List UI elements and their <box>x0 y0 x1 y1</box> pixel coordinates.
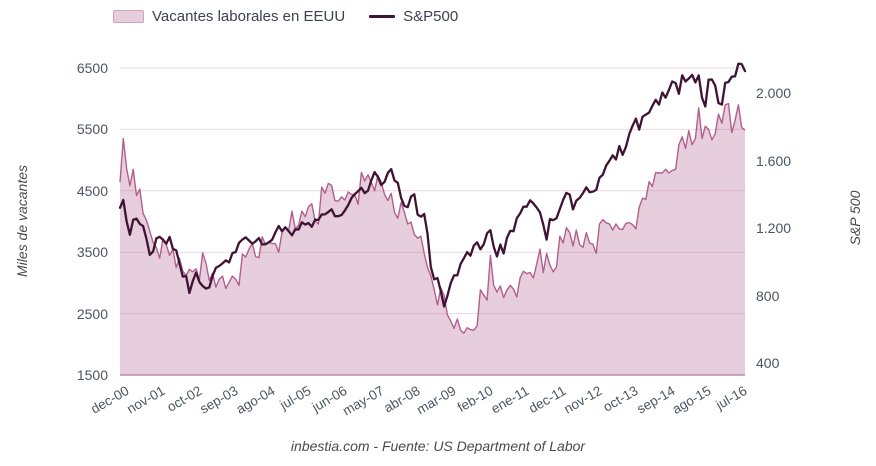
y-axis-right-tick-label: 2.000 <box>756 85 792 101</box>
legend-item-sp500: S&P500 <box>369 8 458 25</box>
legend: Vacantes laborales en EEUU S&P500 <box>113 8 458 25</box>
y-axis-left-tick-label: 1500 <box>76 367 108 383</box>
legend-label-vacancies: Vacantes laborales en EEUU <box>152 8 346 25</box>
y-axis-right-tick-label: 1.600 <box>756 153 792 169</box>
vacancies-swatch-icon <box>113 10 144 23</box>
y-axis-left-tick-label: 5500 <box>76 121 108 137</box>
legend-label-sp500: S&P500 <box>403 8 459 25</box>
sp500-swatch-icon <box>369 15 396 18</box>
sp500-line-series <box>118 62 747 308</box>
y-axis-right-tick-label: 400 <box>756 355 780 371</box>
vacancies-area-outline <box>119 102 746 334</box>
y-axis-left-tick-label: 6500 <box>76 60 108 76</box>
source-caption: inbestia.com - Fuente: US Department of … <box>290 438 586 454</box>
y-axis-left-tick-label: 2500 <box>76 306 108 322</box>
y-axis-left-tick-label: 3500 <box>76 244 108 260</box>
legend-item-vacancies: Vacantes laborales en EEUU <box>113 8 345 25</box>
vacancies-area-fill <box>120 103 745 375</box>
y-axis-left-tick-label: 4500 <box>76 183 108 199</box>
y-axis-right-tick-label: 800 <box>756 288 780 304</box>
y-axis-right-tick-label: 1.200 <box>756 220 792 236</box>
